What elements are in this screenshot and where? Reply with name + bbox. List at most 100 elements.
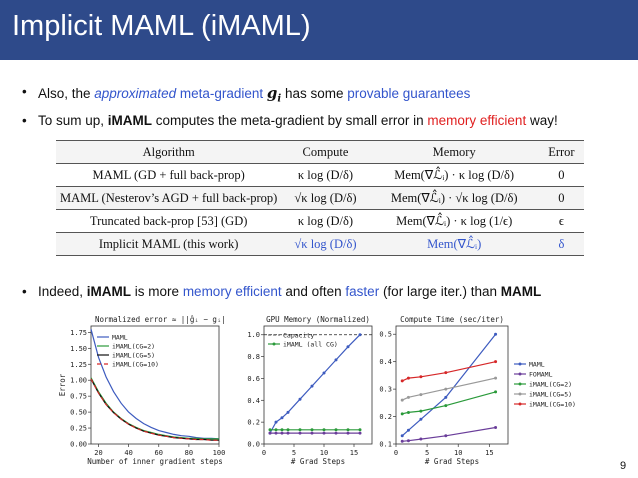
text-run: and often <box>281 284 346 299</box>
cell-algorithm: MAML (GD + full back-prop) <box>56 163 282 187</box>
cell-memory: Mem(∇ℒ̂ᵢ) · κ log (1/ϵ) <box>369 209 539 233</box>
legend-label: MAML <box>112 334 128 342</box>
data-point <box>494 390 498 394</box>
series-line <box>401 333 497 437</box>
x-tick-label: 60 <box>155 449 163 457</box>
data-point <box>334 431 338 435</box>
y-tick-label: 0.75 <box>70 393 87 401</box>
table-row: MAML (Nesterov’s AGD + full back-prop) √… <box>56 186 584 210</box>
data-point <box>286 428 290 432</box>
y-tick-label: 0.2 <box>379 413 392 421</box>
data-point <box>444 387 448 391</box>
text-run: computes the meta-gradient by small erro… <box>152 113 428 128</box>
cell-algorithm: Truncated back-prop [53] (GD) <box>56 209 282 233</box>
bullet-dot: • <box>22 284 27 299</box>
data-point <box>298 431 302 435</box>
data-point <box>358 431 362 435</box>
data-point <box>298 428 302 432</box>
data-point <box>310 431 314 435</box>
data-point <box>419 409 423 413</box>
data-point <box>358 428 362 432</box>
legend-label: iMAML(CG=2) <box>112 343 155 351</box>
legend-label: iMAML(CG=5) <box>529 391 572 399</box>
data-point <box>280 416 284 420</box>
x-tick-label: 80 <box>185 449 193 457</box>
data-point <box>274 420 278 424</box>
legend-label: MAML <box>529 361 545 369</box>
slide-title: Implicit MAML (iMAML) <box>12 10 311 42</box>
y-tick-label: 1.25 <box>70 361 87 369</box>
text-run: (for large iter.) than <box>379 284 501 299</box>
legend-label: iMAML(CG=10) <box>529 401 576 409</box>
y-tick-label: 0.4 <box>379 358 392 366</box>
data-point <box>346 428 350 432</box>
data-point <box>419 437 423 441</box>
series-line <box>401 361 496 382</box>
data-point <box>494 376 498 380</box>
data-point <box>406 439 410 443</box>
cell-error: 0 <box>538 186 584 210</box>
cell-memory: Mem(∇ℒ̂ᵢ) · κ log (D/δ) <box>369 163 539 187</box>
data-point <box>494 332 498 336</box>
plot-frame <box>90 325 220 445</box>
x-tick-label: 10 <box>320 449 328 457</box>
data-point <box>268 428 272 432</box>
bullet-text: Also, the approximated meta-gradient gi … <box>38 84 470 105</box>
data-point <box>346 345 350 349</box>
series-line <box>90 378 219 441</box>
x-tick-label: 0 <box>394 449 398 457</box>
chart-title: Normalized error ≈ ||ĝᵢ − gᵢ|| / ||gᵢ|| <box>95 315 225 324</box>
y-tick-label: 0.5 <box>379 331 392 339</box>
data-point <box>444 371 448 375</box>
legend-label: iMAML(CG=5) <box>112 352 155 360</box>
bullet-dot: • <box>22 84 27 99</box>
cell-compute: √κ log (D/δ) <box>281 232 370 256</box>
cell-error: δ <box>538 232 584 256</box>
cell-compute: κ log (D/δ) <box>281 163 370 187</box>
legend-marker <box>518 402 522 406</box>
legend-marker <box>518 372 522 376</box>
cell-memory: Mem(∇ℒ̂ᵢ) · √κ log (D/δ) <box>369 186 539 210</box>
header-memory: Memory <box>369 140 539 164</box>
data-point <box>274 431 278 435</box>
data-point <box>280 428 284 432</box>
cell-memory: Mem(∇ℒ̂ᵢ) <box>369 232 539 256</box>
legend-label: iMAML(CG=2) <box>529 381 572 389</box>
gradient-subscript: i <box>277 93 282 105</box>
text-imaml: iMAML <box>107 113 153 128</box>
title-bar: Implicit MAML (iMAML) <box>0 0 638 60</box>
data-point <box>298 397 302 401</box>
series-line <box>402 426 496 442</box>
x-tick-label: 100 <box>213 449 225 457</box>
table-row: Truncated back-prop [53] (GD) κ log (D/δ… <box>56 209 584 233</box>
bullet-text: Indeed, iMAML is more memory efficient a… <box>38 284 541 299</box>
legend-label: iMAML (all CG) <box>283 341 338 349</box>
data-point <box>322 428 326 432</box>
data-point <box>346 431 350 435</box>
x-tick-label: 20 <box>94 449 102 457</box>
plot-frame <box>263 325 373 445</box>
text-provable-guarantees: provable guarantees <box>347 86 471 101</box>
data-point <box>400 379 404 383</box>
x-tick-label: 15 <box>350 449 358 457</box>
x-tick-label: 5 <box>292 449 296 457</box>
y-tick-label: 0.6 <box>247 375 260 383</box>
bullet-dot: • <box>22 113 27 128</box>
data-point <box>444 404 448 408</box>
text-approximated: approximated <box>94 86 177 101</box>
text-run: has some <box>281 86 348 101</box>
x-tick-label: 15 <box>485 449 493 457</box>
data-point <box>494 360 498 364</box>
table-row: MAML (GD + full back-prop) κ log (D/δ) M… <box>56 163 584 187</box>
y-axis-label: Error <box>58 373 67 396</box>
data-point <box>358 333 362 337</box>
data-point <box>444 395 448 399</box>
series-line <box>90 329 220 440</box>
data-point <box>286 431 290 435</box>
legend-label: Capacity <box>283 332 314 340</box>
chart-title: Compute Time (sec/iter) <box>400 315 504 324</box>
x-tick-label: 40 <box>124 449 132 457</box>
y-tick-label: 1.0 <box>247 331 260 339</box>
x-tick-label: 0 <box>262 449 266 457</box>
text-imaml: iMAML <box>86 284 132 299</box>
